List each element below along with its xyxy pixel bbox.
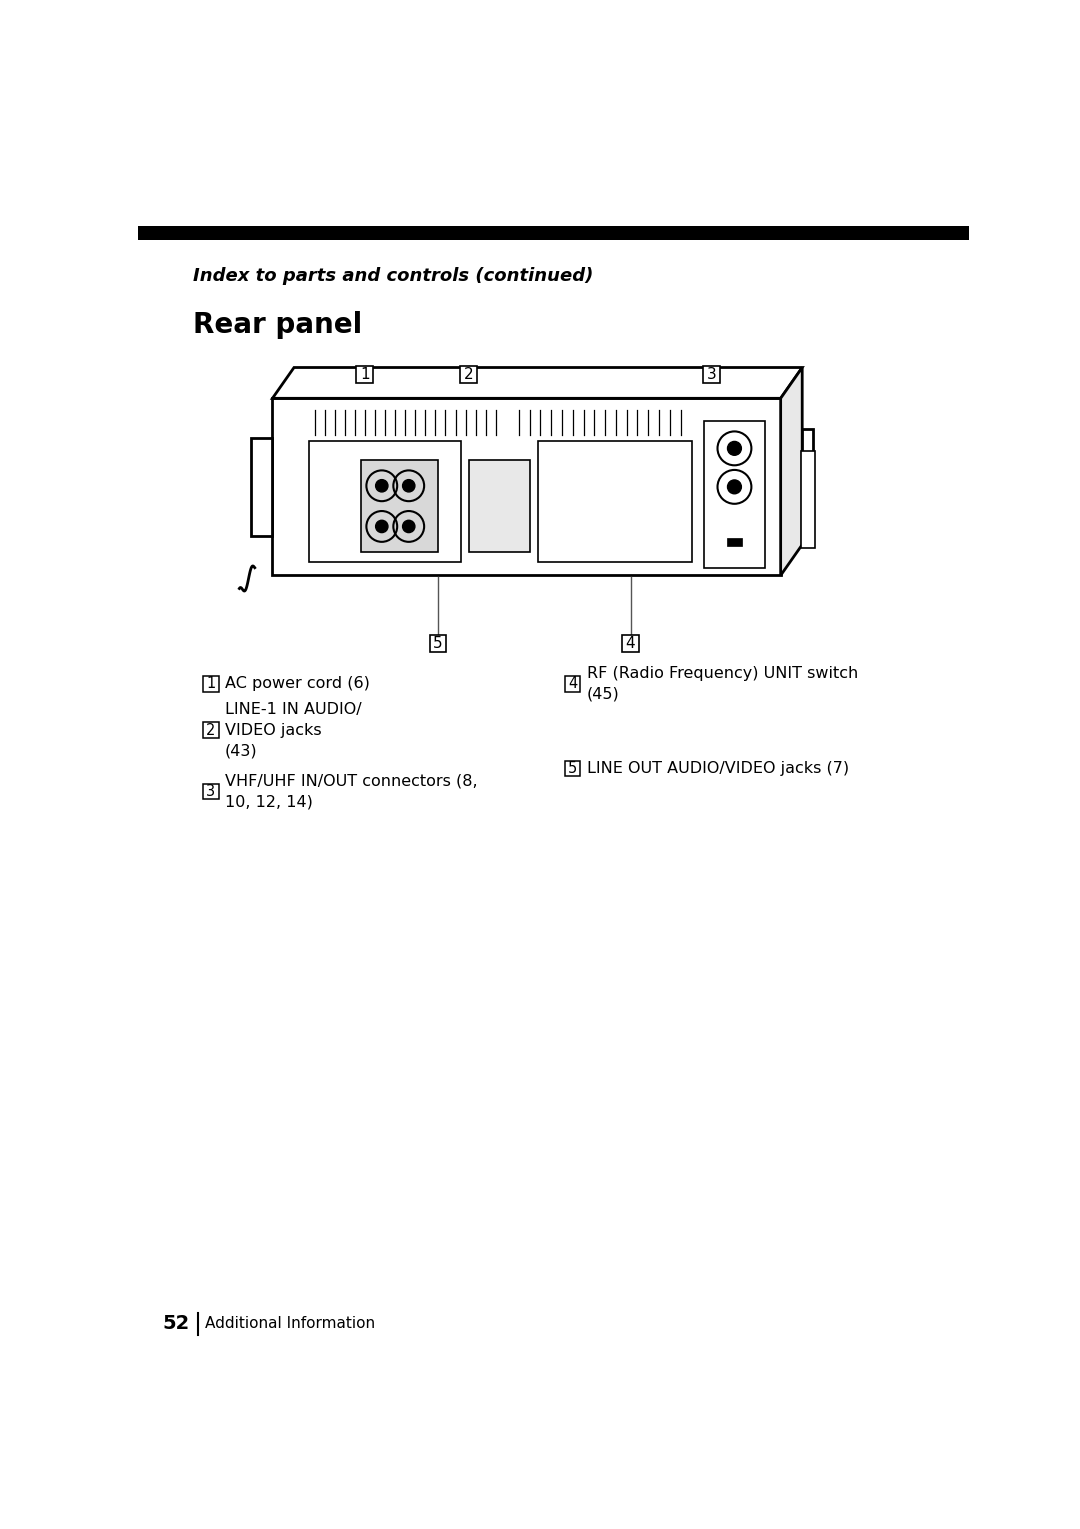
Text: 52: 52 [163,1315,190,1333]
Text: LINE-1 IN AUDIO/
VIDEO jacks
(43): LINE-1 IN AUDIO/ VIDEO jacks (43) [225,702,362,758]
Text: Rear panel: Rear panel [193,310,363,338]
Bar [430,636,446,653]
Text: 1: 1 [360,367,369,382]
Polygon shape [781,367,802,575]
Bar [251,439,272,535]
Circle shape [376,480,388,492]
Bar [138,226,970,240]
Bar [622,636,639,653]
Circle shape [376,520,388,532]
Text: Additional Information: Additional Information [205,1316,376,1332]
Text: 4: 4 [625,636,635,651]
Bar [727,538,742,546]
Bar [565,676,580,691]
Text: 3: 3 [206,784,215,800]
Text: AC power cord (6): AC power cord (6) [225,676,369,691]
Bar [469,460,530,552]
Bar [203,784,218,800]
Circle shape [403,520,415,532]
Circle shape [728,480,741,494]
Text: 2: 2 [464,367,474,382]
Circle shape [728,442,741,456]
Bar [704,422,766,567]
Text: 2: 2 [206,723,216,737]
Text: Index to parts and controls (continued): Index to parts and controls (continued) [193,266,594,284]
Text: RF (Radio Frequency) UNIT switch
(45): RF (Radio Frequency) UNIT switch (45) [586,667,858,702]
Bar [203,676,218,691]
Text: VHF/UHF IN/OUT connectors (8,
10, 12, 14): VHF/UHF IN/OUT connectors (8, 10, 12, 14… [225,774,477,810]
Bar [800,451,814,549]
Bar [272,399,781,575]
Text: 5: 5 [568,761,578,777]
Bar [361,460,438,552]
Bar [356,365,374,382]
Bar [538,440,692,561]
Bar [703,365,719,382]
Circle shape [403,480,415,492]
Text: 4: 4 [568,676,578,691]
Bar [203,723,218,739]
Text: 1: 1 [206,676,216,691]
Text: 5: 5 [433,636,443,651]
Polygon shape [272,367,802,399]
Text: 3: 3 [706,367,716,382]
Bar [309,440,461,561]
Bar [802,430,813,532]
Bar [565,761,580,777]
Bar [460,365,477,382]
Text: LINE OUT AUDIO/VIDEO jacks (7): LINE OUT AUDIO/VIDEO jacks (7) [586,761,849,777]
